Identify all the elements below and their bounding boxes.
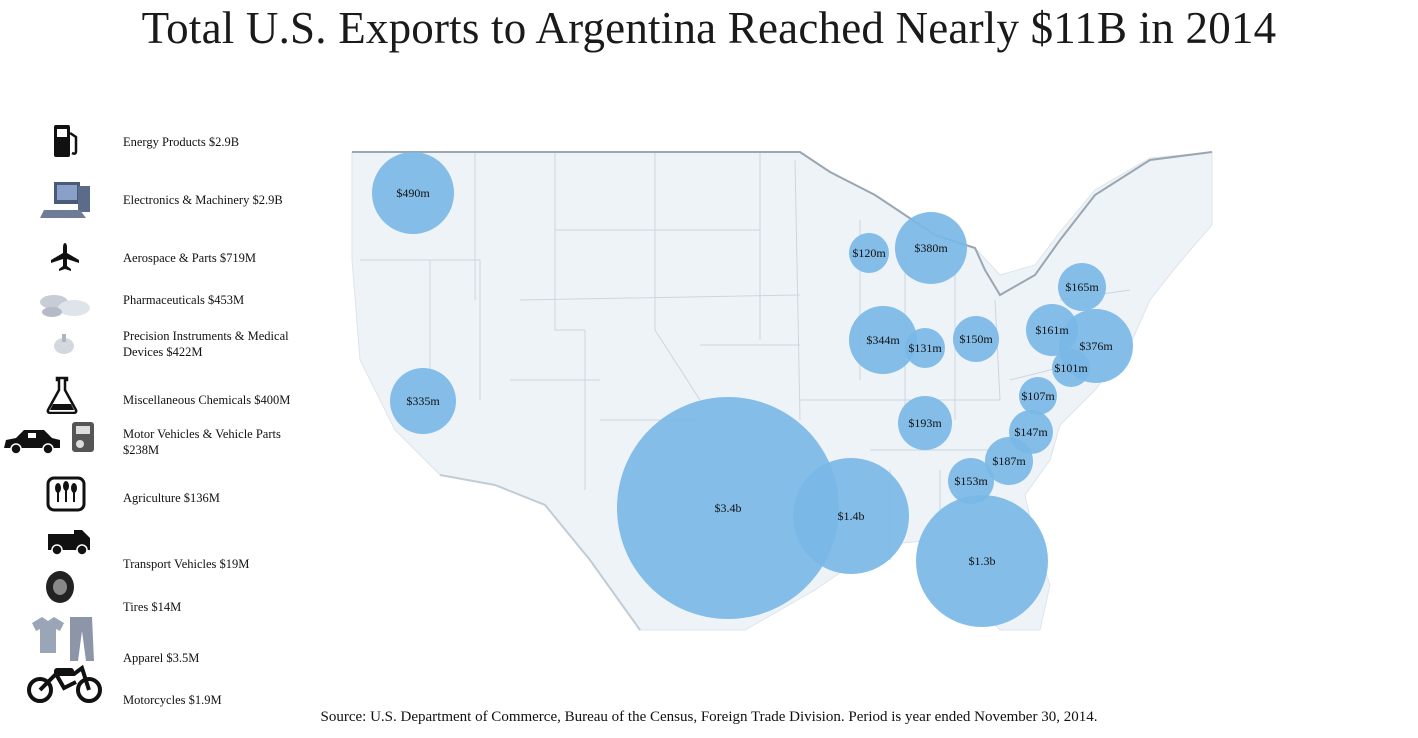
- legend-label-line: Motor Vehicles & Vehicle Parts: [123, 427, 281, 441]
- legend-label-line: Pharmaceuticals $453M: [123, 293, 245, 307]
- bubble-label: $101m: [1054, 361, 1088, 375]
- export-bubble: [372, 152, 454, 234]
- legend-label-flask: Miscellaneous Chemicals $400M: [123, 392, 290, 408]
- legend-label-line: Aerospace & Parts $719M: [123, 251, 256, 265]
- export-bubble: [390, 368, 456, 434]
- pills-icon: [40, 295, 90, 317]
- export-bubble: [1058, 263, 1106, 311]
- export-bubble: [948, 458, 994, 504]
- export-bubble: [849, 306, 917, 374]
- bubble-label: $161m: [1035, 323, 1069, 337]
- legend-label-line: Energy Products $2.9B: [123, 135, 240, 149]
- export-bubble: [1019, 377, 1057, 415]
- fuel-pump-icon: [54, 125, 78, 157]
- bubble-label: $490m: [396, 186, 430, 200]
- legend-label-clothing: Apparel $3.5M: [123, 650, 199, 666]
- export-bubble: [916, 495, 1048, 627]
- legend-label-line: Tires $14M: [123, 600, 182, 614]
- bubble-label: $376m: [1079, 339, 1113, 353]
- legend-label-airplane: Aerospace & Parts $719M: [123, 250, 256, 266]
- plants-icon: [46, 476, 86, 512]
- truck-icon: [48, 530, 90, 556]
- legend-label-medical-instrument: Precision Instruments & Medical Devices $…: [123, 328, 289, 360]
- bubble-label: $193m: [908, 416, 942, 430]
- bubble-label: $1.3b: [969, 554, 996, 568]
- legend-label-tire: Tires $14M: [123, 599, 181, 615]
- legend-label-line: $238M: [123, 443, 160, 457]
- car-and-engine-icon: [4, 422, 94, 455]
- export-bubble: [617, 397, 839, 619]
- legend-label-car-and-engine: Motor Vehicles & Vehicle Parts $238M: [123, 426, 281, 458]
- export-bubble: [895, 212, 967, 284]
- legend-label-fuel-pump: Energy Products $2.9B: [123, 134, 239, 150]
- motorcycle-icon: [27, 664, 102, 703]
- export-bubble: [953, 316, 999, 362]
- source-note: Source: U.S. Department of Commerce, Bur…: [320, 709, 1098, 725]
- bubble-label: $335m: [406, 394, 440, 408]
- national-border: [352, 151, 1213, 297]
- export-bubble: [905, 328, 945, 368]
- bubble-label: $380m: [914, 241, 948, 255]
- export-bubble: [898, 396, 952, 450]
- export-bubble: [1052, 349, 1090, 387]
- airplane-icon: [51, 243, 79, 271]
- bubble-label: $147m: [1014, 425, 1048, 439]
- export-bubble: [985, 437, 1033, 485]
- legend: Energy Products $2.9B Electronics & Machi…: [0, 0, 340, 738]
- export-bubble: [793, 458, 909, 574]
- bubble-label: $107m: [1021, 389, 1055, 403]
- legend-label-pills: Pharmaceuticals $453M: [123, 292, 244, 308]
- legend-label-line: Apparel $3.5M: [123, 651, 200, 665]
- legend-label-line: Transport Vehicles $19M: [123, 557, 250, 571]
- map-title: Total U.S. Exports to Argentina Reached …: [141, 3, 1277, 53]
- export-bubble: [849, 233, 889, 273]
- flask-icon: [46, 376, 78, 414]
- legend-label-truck: Transport Vehicles $19M: [123, 556, 249, 572]
- bubble-label: $344m: [866, 333, 900, 347]
- medical-instrument-icon: [54, 334, 74, 354]
- bubble-label: $3.4b: [715, 501, 742, 515]
- legend-label-motorcycle: Motorcycles $1.9M: [123, 692, 222, 708]
- computer-icon: [40, 182, 90, 218]
- legend-label-line: Agriculture $136M: [123, 491, 220, 505]
- bubble-label: $153m: [954, 474, 988, 488]
- legend-label-computer: Electronics & Machinery $2.9B: [123, 192, 283, 208]
- tire-icon: [46, 571, 74, 603]
- legend-label-line: Miscellaneous Chemicals $400M: [123, 393, 291, 407]
- bubble-label: $131m: [908, 341, 942, 355]
- legend-label-line: Electronics & Machinery $2.9B: [123, 193, 283, 207]
- bubble-label: $150m: [959, 332, 993, 346]
- mexico-border: [439, 474, 641, 631]
- legend-label-plants: Agriculture $136M: [123, 490, 220, 506]
- bubble-label: $187m: [992, 454, 1026, 468]
- legend-label-line: Precision Instruments & Medical: [123, 329, 289, 343]
- clothing-icon: [32, 617, 94, 661]
- bubble-label: $120m: [852, 246, 886, 260]
- bubble-label: $1.4b: [838, 509, 865, 523]
- bubble-label: $165m: [1065, 280, 1099, 294]
- legend-label-line: Devices $422M: [123, 345, 203, 359]
- legend-label-line: Motorcycles $1.9M: [123, 693, 222, 707]
